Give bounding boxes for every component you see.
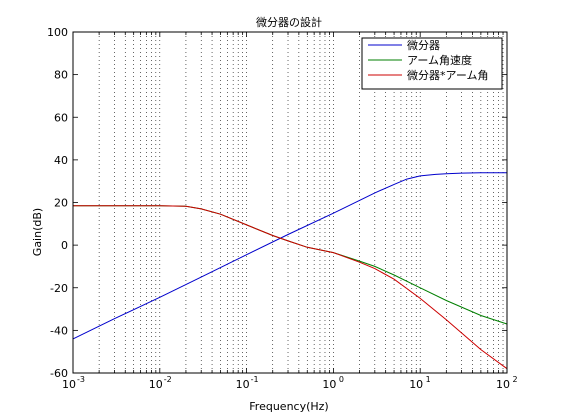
x-tick-label-exponent: 2 — [512, 375, 517, 384]
x-tick-label: 10 — [322, 378, 336, 391]
legend-label: 微分器*アーム角 — [407, 68, 489, 82]
x-tick-label: 10 — [149, 378, 163, 391]
x-axis-label: Frequency(Hz) — [249, 400, 328, 413]
legend-box — [361, 37, 503, 90]
series-line — [73, 205, 508, 370]
y-tick-label: 60 — [54, 111, 68, 124]
y-tick-label: 100 — [47, 26, 68, 39]
y-tick-label: 20 — [54, 197, 68, 210]
y-tick-label: 80 — [54, 69, 68, 82]
y-axis-label: Gain(dB) — [31, 208, 44, 256]
x-tick-label: 10 — [409, 378, 423, 391]
axes-frame — [72, 31, 508, 374]
x-tick-label-exponent: 1 — [426, 375, 431, 384]
chart-title: 微分器の設計 — [256, 15, 322, 29]
x-tick-label-exponent: -3 — [77, 375, 85, 384]
y-tick-label: -40 — [50, 324, 68, 337]
y-tick-label: 0 — [61, 239, 68, 252]
x-tick-label: 10 — [236, 378, 250, 391]
legend-label: 微分器 — [407, 38, 440, 52]
y-tick-label: -20 — [50, 282, 68, 295]
x-tick-label: 10 — [496, 378, 510, 391]
y-tick-label: 40 — [54, 154, 68, 167]
x-tick-label: 10 — [62, 378, 76, 391]
x-tick-label-exponent: 0 — [339, 375, 344, 384]
y-tick-label: -60 — [50, 367, 68, 380]
x-tick-label-exponent: -2 — [164, 375, 172, 384]
series-line — [72, 172, 507, 340]
legend-label: アーム角速度 — [407, 53, 472, 67]
x-tick-label-exponent: -1 — [251, 375, 259, 384]
